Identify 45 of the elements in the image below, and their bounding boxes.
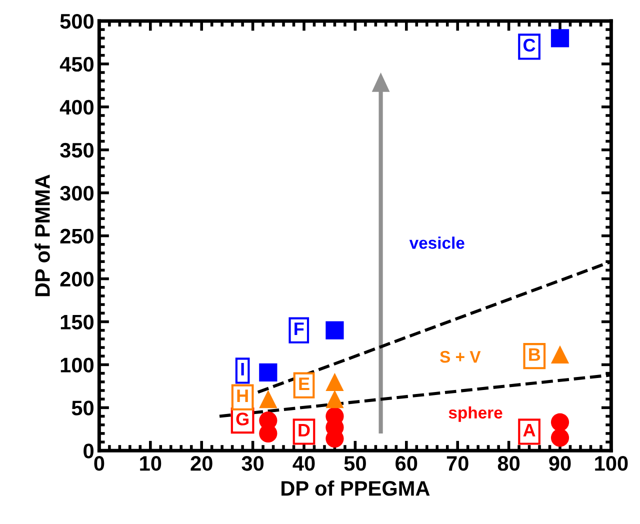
x-axis-title: DP of PPEGMA <box>282 480 430 496</box>
y-tick-label: 200 <box>60 272 94 287</box>
y-tick-label: 150 <box>60 314 94 330</box>
x-tick-label: 60 <box>396 456 418 471</box>
point <box>550 428 570 447</box>
point <box>259 390 278 408</box>
y-tick-label: 50 <box>72 400 94 416</box>
annotation: H <box>237 390 248 402</box>
annotation: C <box>524 38 536 52</box>
y-tick-label: 400 <box>60 100 94 115</box>
x-tick-label: 0 <box>94 456 104 471</box>
y-axis-title: DP of PMMA <box>34 174 50 296</box>
x-tick-label: 80 <box>498 456 520 471</box>
y-tick-label: 0 <box>84 444 94 458</box>
annotation: B <box>529 348 540 361</box>
point <box>550 345 570 364</box>
y-tick-label: 350 <box>60 142 94 158</box>
point <box>326 390 344 408</box>
x-tick-label: 40 <box>292 456 315 471</box>
y-tick-label: 450 <box>60 56 94 72</box>
text: vesicle <box>409 236 464 249</box>
point <box>550 413 570 432</box>
point <box>259 363 278 382</box>
text: sphere <box>448 406 502 422</box>
y-tick-label: 300 <box>60 186 94 201</box>
annotation: D <box>298 424 310 436</box>
x-tick-label: 100 <box>595 456 628 471</box>
y-tick-label: 100 <box>60 358 94 372</box>
text: S + V <box>440 350 481 363</box>
point <box>550 29 570 48</box>
x-tick-label: 70 <box>446 456 468 471</box>
annotation: G <box>236 412 248 426</box>
annotation: A <box>523 424 536 436</box>
y-tick-label: 500 <box>60 14 94 29</box>
x-tick-label: 20 <box>190 456 212 471</box>
x-tick-label: 90 <box>549 456 571 471</box>
annotation: I <box>241 362 244 376</box>
point <box>326 321 344 340</box>
point <box>326 372 344 391</box>
y-tick-label: 250 <box>60 228 94 244</box>
x-tick-label: 50 <box>344 456 366 471</box>
annotation: E <box>299 378 310 390</box>
x-tick-label: 30 <box>242 456 264 471</box>
x-tick-label: 10 <box>140 456 162 471</box>
annotation: F <box>294 322 304 335</box>
